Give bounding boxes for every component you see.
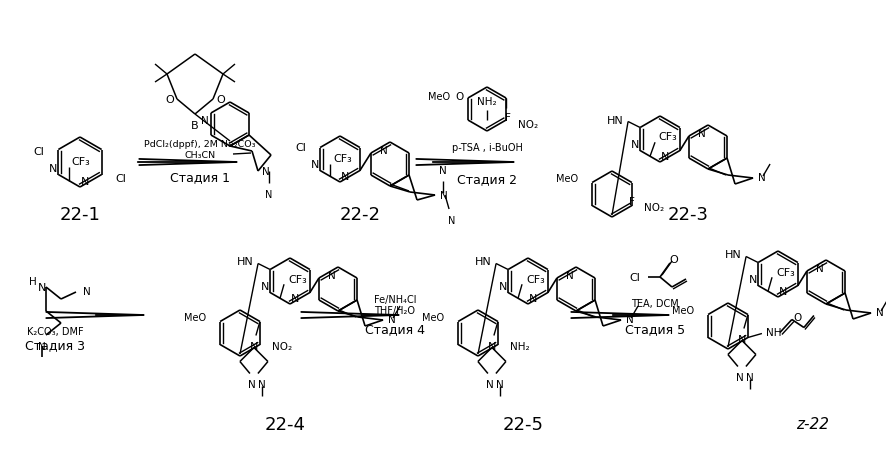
- Text: TEA, DCM: TEA, DCM: [631, 299, 679, 308]
- Text: K₂CO₃, DMF: K₂CO₃, DMF: [27, 326, 83, 336]
- Text: N: N: [201, 116, 209, 126]
- Text: CF₃: CF₃: [526, 275, 545, 285]
- Text: O: O: [670, 254, 679, 264]
- Text: N: N: [496, 380, 504, 390]
- Text: N: N: [440, 191, 447, 201]
- Text: Стадия 1: Стадия 1: [170, 171, 230, 184]
- Text: Cl: Cl: [34, 147, 44, 157]
- Text: N: N: [388, 314, 396, 324]
- Text: N: N: [529, 293, 538, 304]
- Text: NH₂: NH₂: [510, 342, 530, 352]
- Text: PdCl₂(dppf), 2M Na₂CO₃: PdCl₂(dppf), 2M Na₂CO₃: [144, 140, 256, 149]
- Text: N: N: [341, 172, 349, 182]
- Text: N: N: [439, 166, 447, 175]
- Text: MeO: MeO: [428, 92, 450, 102]
- Text: CF₃: CF₃: [776, 267, 795, 278]
- Text: N: N: [486, 380, 494, 390]
- Text: N: N: [448, 216, 455, 226]
- Text: N: N: [626, 314, 633, 324]
- Text: MeO: MeO: [184, 313, 206, 323]
- Text: N: N: [265, 189, 273, 199]
- Text: N: N: [876, 307, 884, 318]
- Text: 22-5: 22-5: [502, 415, 543, 433]
- Text: N: N: [499, 282, 507, 292]
- Text: N: N: [83, 286, 90, 296]
- Text: Стадия 3: Стадия 3: [25, 339, 85, 352]
- Text: NH: NH: [766, 328, 781, 338]
- Text: HN: HN: [607, 115, 624, 125]
- Text: NO₂: NO₂: [518, 120, 538, 130]
- Text: p-TSA , i-BuOH: p-TSA , i-BuOH: [452, 143, 523, 152]
- Text: NH₂: NH₂: [478, 97, 497, 107]
- Text: MeO: MeO: [556, 174, 578, 184]
- Text: 22-2: 22-2: [339, 206, 380, 224]
- Text: NO₂: NO₂: [644, 203, 664, 213]
- Text: O: O: [216, 95, 225, 105]
- Text: N: N: [698, 129, 706, 139]
- Text: N: N: [380, 146, 388, 156]
- Text: CF₃: CF₃: [333, 154, 352, 164]
- Text: Fe/NH₄Cl: Fe/NH₄Cl: [374, 295, 416, 304]
- Text: CF₃: CF₃: [288, 275, 307, 285]
- Text: HN: HN: [237, 257, 254, 267]
- Text: HN: HN: [475, 257, 492, 267]
- Text: N: N: [291, 293, 299, 304]
- Text: N: N: [49, 164, 58, 174]
- Text: N: N: [736, 373, 743, 382]
- Text: N: N: [328, 271, 336, 281]
- Text: z-22: z-22: [797, 417, 829, 432]
- Text: N: N: [738, 335, 746, 345]
- Text: N: N: [487, 342, 496, 352]
- Text: N: N: [260, 282, 269, 292]
- Text: O: O: [794, 313, 802, 323]
- Text: Стадия 5: Стадия 5: [625, 323, 685, 336]
- Text: N: N: [248, 380, 256, 390]
- Text: THF/H₂O: THF/H₂O: [375, 305, 416, 315]
- Text: B: B: [191, 121, 198, 131]
- Text: N: N: [661, 152, 670, 161]
- Text: N: N: [746, 373, 754, 382]
- Text: MeO: MeO: [422, 313, 444, 323]
- Text: N: N: [262, 166, 269, 177]
- Text: 22-3: 22-3: [667, 206, 709, 224]
- Text: Стадия 2: Стадия 2: [457, 173, 517, 186]
- Text: 22-1: 22-1: [59, 206, 100, 224]
- Text: N: N: [38, 282, 46, 292]
- Text: N: N: [250, 342, 258, 352]
- Text: MeO: MeO: [672, 306, 694, 316]
- Text: N: N: [749, 275, 757, 285]
- Text: F: F: [629, 197, 635, 207]
- Text: Cl: Cl: [116, 174, 127, 184]
- Text: Cl: Cl: [629, 272, 640, 282]
- Text: N: N: [566, 271, 574, 281]
- Text: Стадия 4: Стадия 4: [365, 323, 425, 336]
- Text: N: N: [81, 177, 89, 187]
- Text: HN: HN: [726, 250, 742, 260]
- Text: O: O: [455, 92, 464, 102]
- Text: N: N: [816, 263, 824, 273]
- Text: N: N: [311, 160, 319, 170]
- Text: N: N: [631, 140, 639, 150]
- Text: H: H: [29, 276, 37, 286]
- Text: N: N: [758, 173, 766, 183]
- Text: CF₃: CF₃: [71, 156, 89, 166]
- Text: CH₃CN: CH₃CN: [184, 151, 215, 160]
- Text: N: N: [258, 380, 266, 390]
- Text: 22-4: 22-4: [265, 415, 306, 433]
- Text: CF₃: CF₃: [658, 132, 677, 142]
- Text: NO₂: NO₂: [272, 342, 292, 352]
- Text: Cl: Cl: [295, 143, 306, 153]
- Text: O: O: [166, 95, 174, 105]
- Text: N: N: [779, 286, 788, 296]
- Text: N: N: [38, 341, 46, 351]
- Text: F: F: [505, 113, 511, 123]
